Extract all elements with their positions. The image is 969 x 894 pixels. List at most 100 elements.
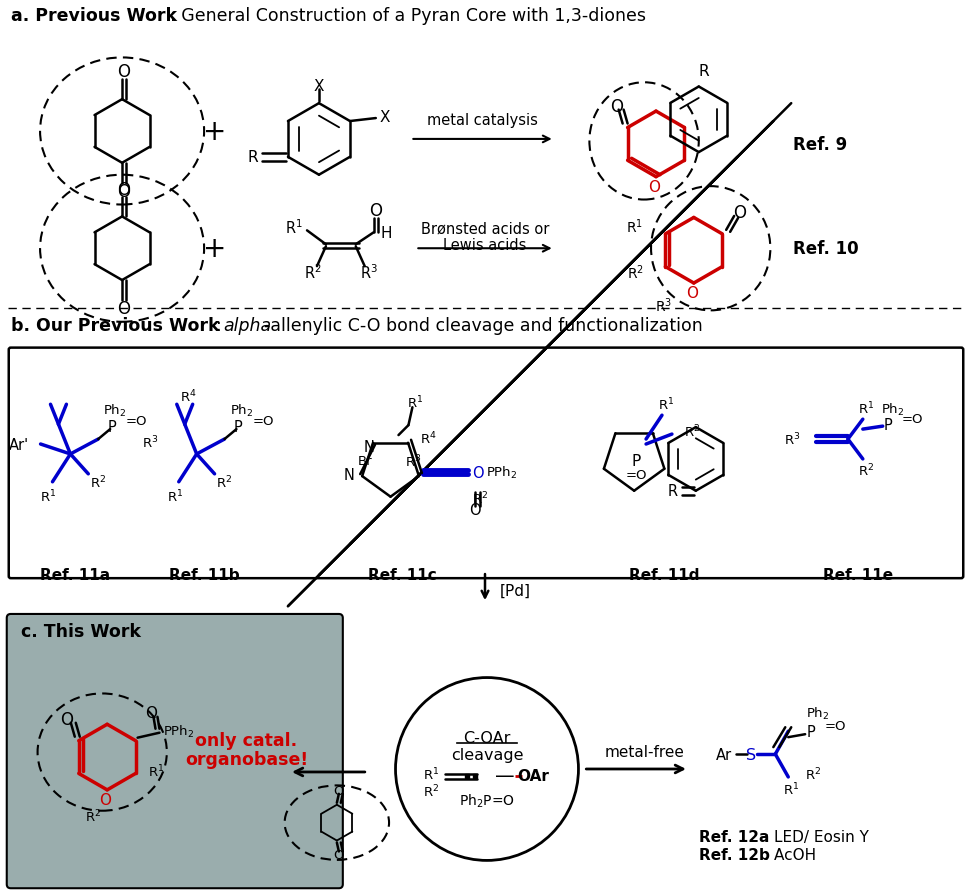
Text: O: O bbox=[472, 465, 484, 480]
Text: only catal.: only catal. bbox=[195, 731, 297, 749]
Text: R$^2$: R$^2$ bbox=[804, 766, 821, 782]
Text: c. This Work: c. This Work bbox=[20, 622, 141, 640]
Text: +: + bbox=[203, 118, 226, 146]
Text: R$^4$: R$^4$ bbox=[180, 389, 197, 405]
Text: R$^2$: R$^2$ bbox=[472, 490, 487, 507]
Text: cleavage: cleavage bbox=[451, 746, 522, 762]
Text: =O: =O bbox=[252, 414, 273, 427]
Text: O: O bbox=[610, 97, 622, 115]
Text: R: R bbox=[667, 484, 677, 499]
Text: O: O bbox=[469, 502, 481, 518]
Text: P: P bbox=[806, 724, 815, 739]
Text: b. Our Previous Work: b. Our Previous Work bbox=[11, 316, 219, 334]
Text: R$^3$: R$^3$ bbox=[142, 434, 159, 451]
Text: R$^1$: R$^1$ bbox=[285, 218, 302, 236]
Text: -allenylic C-O bond cleavage and functionalization: -allenylic C-O bond cleavage and functio… bbox=[264, 316, 703, 334]
Text: O: O bbox=[685, 286, 697, 301]
Text: [Pd]: [Pd] bbox=[499, 583, 530, 598]
Text: R$^3$: R$^3$ bbox=[654, 296, 672, 315]
Text: R$^2$: R$^2$ bbox=[85, 807, 102, 824]
Text: R$^2$: R$^2$ bbox=[216, 474, 233, 491]
Text: O: O bbox=[99, 792, 111, 807]
Text: O: O bbox=[647, 180, 659, 195]
Text: Ref. 10: Ref. 10 bbox=[793, 240, 858, 258]
Text: a. Previous Work: a. Previous Work bbox=[11, 7, 176, 25]
Text: Brønsted acids or: Brønsted acids or bbox=[421, 222, 548, 237]
Text: R$^1$: R$^1$ bbox=[626, 217, 642, 236]
Text: Ph$_2$: Ph$_2$ bbox=[104, 402, 127, 418]
Text: +: + bbox=[203, 235, 226, 263]
Text: Ar: Ar bbox=[715, 746, 731, 762]
Text: alpha: alpha bbox=[223, 316, 271, 334]
Text: organobase!: organobase! bbox=[185, 750, 307, 768]
Text: Ref. 11d: Ref. 11d bbox=[628, 567, 699, 582]
Text: R$^1$: R$^1$ bbox=[657, 397, 673, 413]
Text: Ref. 11a: Ref. 11a bbox=[41, 567, 110, 582]
Text: C-OAr: C-OAr bbox=[463, 730, 510, 745]
Text: O: O bbox=[333, 848, 344, 861]
Text: R$^2$: R$^2$ bbox=[683, 424, 700, 440]
Text: Ref. 9: Ref. 9 bbox=[793, 136, 847, 154]
Text: R$^1$: R$^1$ bbox=[782, 780, 798, 797]
Text: R$^2$: R$^2$ bbox=[857, 462, 873, 478]
Text: R$^3$: R$^3$ bbox=[359, 264, 377, 283]
Text: R$^2$: R$^2$ bbox=[90, 474, 107, 491]
Text: Ph$_2$: Ph$_2$ bbox=[230, 402, 253, 418]
Text: R$^1$: R$^1$ bbox=[407, 394, 423, 411]
Circle shape bbox=[395, 678, 578, 860]
FancyBboxPatch shape bbox=[7, 614, 342, 889]
Text: R$^4$: R$^4$ bbox=[420, 430, 436, 447]
Text: Ph$_2$P=O: Ph$_2$P=O bbox=[458, 792, 515, 810]
Text: Ref. 11c: Ref. 11c bbox=[367, 567, 436, 582]
Text: P: P bbox=[108, 419, 116, 434]
Text: R$^2$: R$^2$ bbox=[304, 264, 322, 283]
Text: =O: =O bbox=[900, 412, 922, 426]
Text: P: P bbox=[631, 454, 641, 468]
Text: : LED/ Eosin Y: : LED/ Eosin Y bbox=[764, 829, 868, 844]
Text: metal catalysis: metal catalysis bbox=[426, 113, 537, 128]
Text: O: O bbox=[333, 784, 344, 797]
Text: O: O bbox=[117, 182, 131, 200]
Text: R$^1$: R$^1$ bbox=[857, 401, 873, 417]
Text: PPh$_2$: PPh$_2$ bbox=[163, 723, 195, 739]
Text: Ar': Ar' bbox=[9, 437, 29, 452]
Text: R: R bbox=[247, 150, 258, 165]
Text: =O: =O bbox=[625, 468, 646, 482]
Text: S: S bbox=[745, 746, 756, 762]
Text: =O: =O bbox=[825, 719, 846, 732]
Text: Ref. 11b: Ref. 11b bbox=[170, 567, 239, 582]
Text: R$^2$: R$^2$ bbox=[422, 782, 439, 799]
Text: Ph$_2$: Ph$_2$ bbox=[805, 705, 828, 721]
Text: O: O bbox=[369, 202, 382, 220]
Text: R$^1$: R$^1$ bbox=[167, 488, 183, 504]
Text: Ref. 12a: Ref. 12a bbox=[698, 829, 768, 844]
Text: O: O bbox=[117, 299, 131, 317]
Text: Ref. 12b: Ref. 12b bbox=[698, 847, 768, 862]
Text: O: O bbox=[733, 204, 746, 222]
Text: —: — bbox=[494, 766, 515, 786]
Text: P: P bbox=[883, 417, 891, 432]
Text: X: X bbox=[380, 109, 390, 124]
Text: O: O bbox=[117, 63, 131, 81]
Text: R$^3$: R$^3$ bbox=[404, 453, 421, 469]
Text: R$^3$: R$^3$ bbox=[783, 431, 799, 448]
Text: =O: =O bbox=[126, 414, 147, 427]
Text: O: O bbox=[117, 181, 131, 198]
Text: H: H bbox=[381, 225, 391, 240]
Text: Br: Br bbox=[358, 455, 372, 468]
Text: O: O bbox=[145, 705, 157, 721]
Text: Ref. 11e: Ref. 11e bbox=[822, 567, 892, 582]
Text: PPh$_2$: PPh$_2$ bbox=[485, 465, 516, 481]
Text: : General Construction of a Pyran Core with 1,3-diones: : General Construction of a Pyran Core w… bbox=[170, 7, 645, 25]
Text: : AcOH: : AcOH bbox=[764, 847, 816, 862]
Text: Lewis acids: Lewis acids bbox=[443, 238, 526, 252]
Text: OAr: OAr bbox=[516, 769, 548, 783]
Text: N: N bbox=[343, 467, 354, 482]
Text: R: R bbox=[698, 64, 708, 79]
Text: X: X bbox=[313, 79, 324, 94]
Text: R$^1$: R$^1$ bbox=[422, 766, 439, 782]
Text: R$^1$: R$^1$ bbox=[147, 763, 164, 780]
Text: P: P bbox=[234, 419, 242, 434]
Text: R$^1$: R$^1$ bbox=[41, 488, 56, 504]
Text: metal-free: metal-free bbox=[604, 744, 683, 759]
